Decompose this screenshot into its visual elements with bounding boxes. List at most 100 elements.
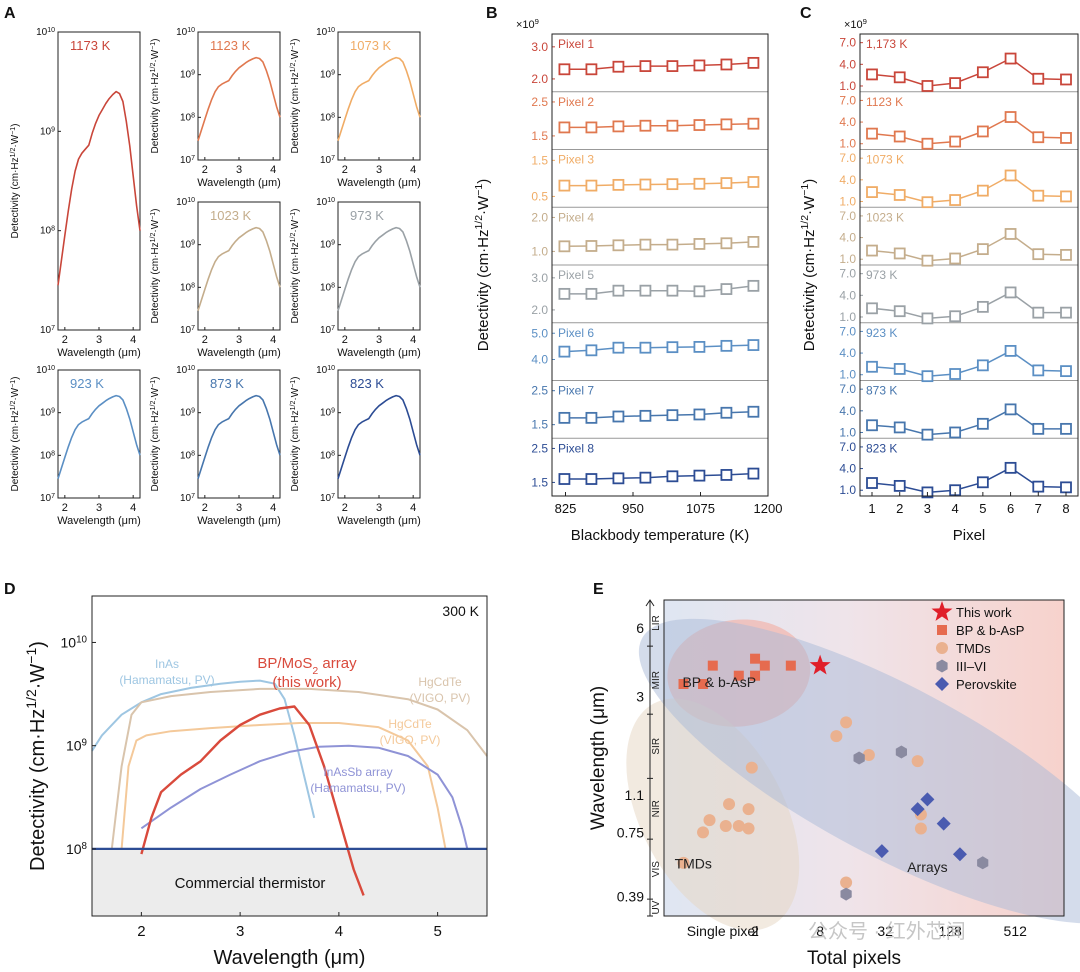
legend-entry-label: III–VI <box>956 659 986 674</box>
y-tick-label-exp: 8 <box>191 112 195 119</box>
y-tick-label: 109 <box>320 407 335 419</box>
y-tick-label-base: 10 <box>180 325 192 336</box>
x-tick-label: 4 <box>952 501 959 516</box>
data-point-square <box>612 341 625 354</box>
legend-entry-label: Perovskite <box>956 677 1017 692</box>
y-tick-label: 108 <box>180 450 195 462</box>
y-axis-label-part: −1 <box>23 648 39 664</box>
y-tick-label-base: 10 <box>66 738 82 754</box>
data-point-square <box>558 121 571 134</box>
y-axis-label-part: Detectivity (cm·Hz <box>150 242 161 323</box>
data-point-square <box>1032 422 1045 435</box>
data-point-square <box>720 406 733 419</box>
legend-entry-label: BP & b-AsP <box>956 623 1024 638</box>
x-tick-label: 3 <box>96 502 102 514</box>
y-axis-label-part: 1/2 <box>10 401 17 411</box>
subplot-temperature-label: 973 K <box>350 208 384 223</box>
spectrum-curve <box>197 226 281 312</box>
curve-label-sub: 2 <box>312 665 318 677</box>
multiplier-label-exp: 9 <box>535 17 539 26</box>
y-axis-label: Detectivity (cm·Hz1/2·W−1) <box>10 124 22 239</box>
marker-square <box>937 625 947 635</box>
y-tick-label: 5.0 <box>531 326 548 340</box>
subplot-temperature-label: 1123 K <box>210 38 251 53</box>
data-point-square <box>921 137 934 150</box>
y-axis-label-part: ) <box>27 641 49 648</box>
data-point-square <box>666 284 679 297</box>
data-point-square <box>612 284 625 297</box>
y-tick-label-exp: 9 <box>51 126 55 133</box>
series-name-label: 1073 K <box>866 153 904 167</box>
data-point-square <box>1060 132 1072 144</box>
data-point-square <box>893 421 906 434</box>
y-tick-label-base: 10 <box>36 27 48 38</box>
data-point-square <box>921 428 934 441</box>
x-tick-label: 3 <box>236 334 242 346</box>
y-tick-label: 107 <box>180 325 195 337</box>
y-tick-label: 109 <box>320 69 335 81</box>
data-point-square <box>747 339 760 351</box>
y-tick-label: 1010 <box>61 634 88 651</box>
band-label: MIR <box>651 671 662 689</box>
y-tick-label-base: 10 <box>176 197 188 208</box>
data-point-square <box>693 340 706 353</box>
x-tick-label: 2 <box>62 334 68 346</box>
y-axis-label-part: ) <box>290 377 301 380</box>
x-tick-label: 2 <box>896 501 903 516</box>
y-axis-label: Wavelength (μm) <box>588 686 609 830</box>
data-point-square <box>976 417 989 430</box>
data-point-square <box>1060 306 1072 319</box>
x-tick-label: 8 <box>1062 501 1069 516</box>
series-name-label: Pixel 8 <box>558 441 594 455</box>
multiplier-label-base: ×10 <box>516 19 535 31</box>
y-axis-label-part: Detectivity (cm·Hz <box>150 72 161 153</box>
y-tick-label: 109 <box>40 126 55 138</box>
band-axis-arrow <box>645 599 655 607</box>
marker-circle <box>742 822 755 835</box>
data-point-square <box>1004 169 1017 182</box>
y-tick-label-base: 10 <box>40 408 52 419</box>
panel-e-wavelength-vs-pixels: BP & b-AsP TMDs Arrays LIR MIR SIR NIR VIS UV 6 3 1… <box>588 599 1080 969</box>
data-point-square <box>585 63 598 76</box>
y-tick-label: 2.0 <box>531 303 548 317</box>
y-axis-label: Detectivity (cm·Hz1/2·W−1) <box>473 179 492 351</box>
y-tick-label: 1.0 <box>839 310 856 324</box>
x-tick-label: 2 <box>62 502 68 514</box>
marker-hexagon <box>895 745 907 759</box>
detector-curve <box>120 722 447 850</box>
data-point-square <box>1060 481 1072 494</box>
y-axis-label-part: Detectivity (cm·Hz <box>10 410 21 491</box>
y-tick-label: 4.0 <box>839 404 856 418</box>
data-point-square <box>585 121 598 134</box>
data-point-square <box>976 184 989 197</box>
x-axis-label: Wavelength (μm) <box>57 515 141 527</box>
data-point-square <box>949 194 962 206</box>
curve-label-line2: (Hamamatsu, PV) <box>310 781 405 795</box>
y-axis-label-part: Detectivity (cm·Hz <box>290 410 301 491</box>
x-tick-label: 1 <box>868 501 875 516</box>
x-axis-label: Wavelength (μm) <box>337 347 421 359</box>
band-label: NIR <box>651 800 662 817</box>
y-axis-label-part: 1/2 <box>150 63 157 73</box>
y-tick-label-exp: 7 <box>51 325 55 332</box>
x-tick-label: 4 <box>270 502 276 514</box>
marker-square <box>750 653 761 664</box>
x-axis-label: Blackbody temperature (K) <box>571 527 749 544</box>
marker-square <box>707 660 718 671</box>
series-name-label: 923 K <box>866 326 897 340</box>
spectrum-curve <box>57 394 141 480</box>
y-tick-label: 3.0 <box>531 40 548 54</box>
data-point-square <box>666 341 679 354</box>
y-tick-label: 0.39 <box>617 889 644 905</box>
marker-hexagon <box>936 659 948 673</box>
detector-curve <box>110 687 488 850</box>
spectrum-curve <box>197 56 281 142</box>
marker-circle <box>830 730 843 743</box>
y-tick-label: 108 <box>66 840 88 857</box>
y-tick-label: 1.0 <box>839 79 856 93</box>
y-axis-label-part: ) <box>150 377 161 380</box>
x-tick-label: 4 <box>410 502 416 514</box>
x-tick-label: 3 <box>924 501 931 516</box>
y-tick-label: 4.0 <box>839 115 856 129</box>
y-tick-label-exp: 8 <box>331 112 335 119</box>
